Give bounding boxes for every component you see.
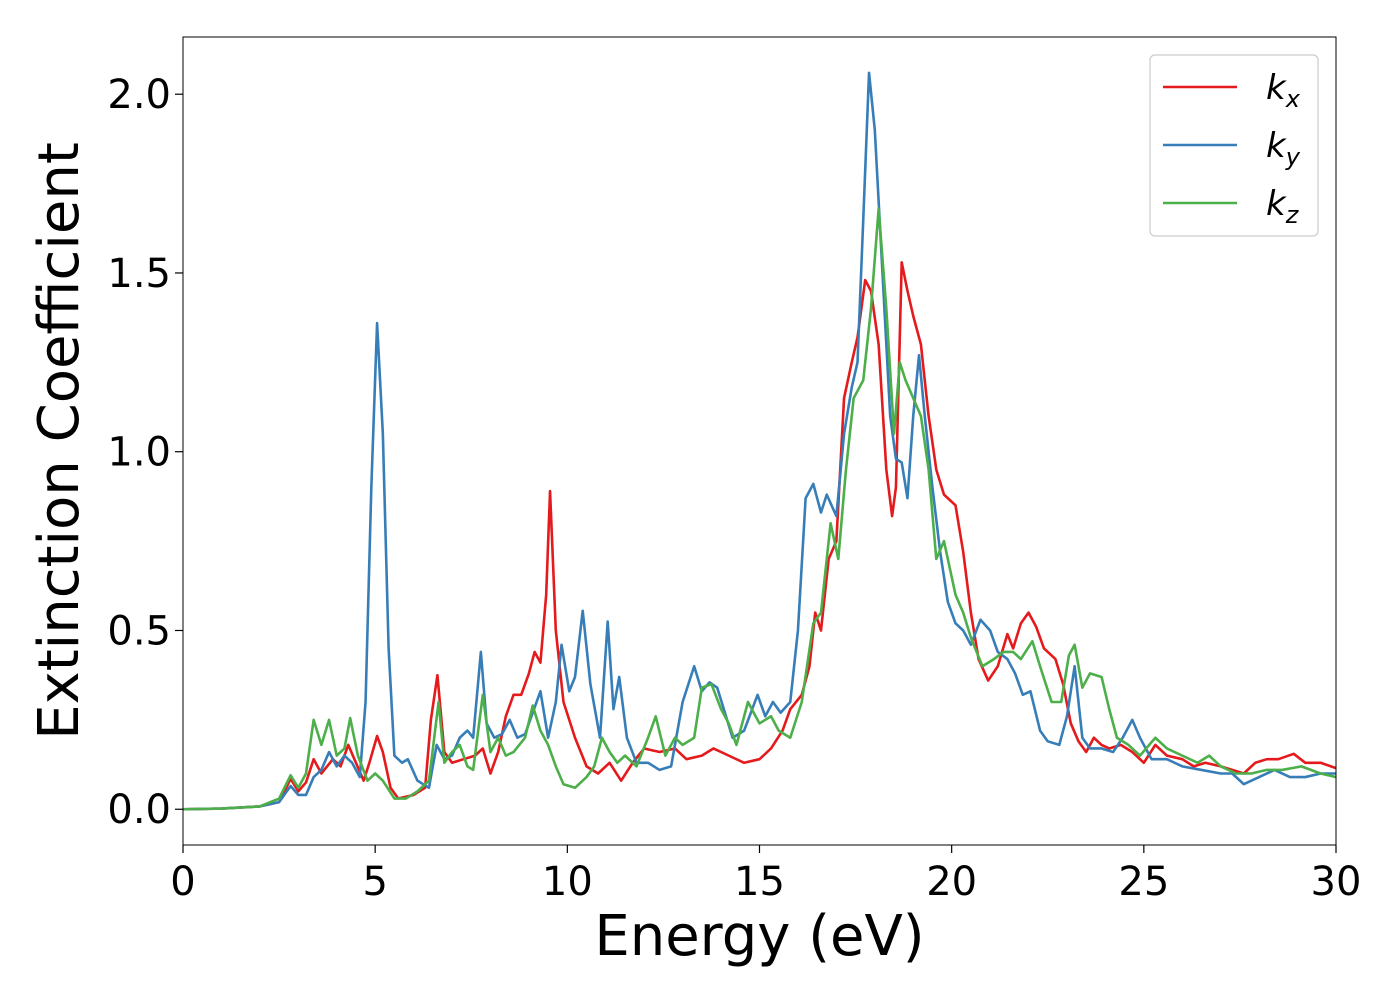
x-tick-label: 20 [926,859,977,905]
y-axis: 0.0 0.5 1.0 1.5 2.0 [107,72,183,833]
x-tick-label: 25 [1118,859,1169,905]
y-tick-label: 2.0 [107,72,171,118]
series-layer [183,71,1336,811]
series-line-z [183,207,1336,811]
y-tick-label: 1.5 [107,251,171,297]
y-axis-label: Extinction Coefficient [27,142,92,740]
legend-label-x: kx [1266,68,1301,113]
legend-label-z: kz [1266,184,1300,229]
series-line-y [183,71,1336,811]
x-axis: 0 5 10 15 20 25 30 [170,845,1361,905]
series-line-x [183,260,1336,811]
x-tick-label: 0 [170,859,195,905]
x-tick-label: 10 [542,859,593,905]
y-tick-label: 1.0 [107,430,171,476]
legend-label-y: ky [1266,126,1301,171]
x-tick-label: 30 [1311,859,1362,905]
y-tick-label: 0.0 [107,787,171,833]
y-tick-label: 0.5 [107,608,171,654]
x-tick-label: 5 [362,859,387,905]
legend: kx ky kz [1149,54,1319,237]
x-axis-label: Energy (eV) [594,904,924,969]
x-tick-label: 15 [734,859,785,905]
